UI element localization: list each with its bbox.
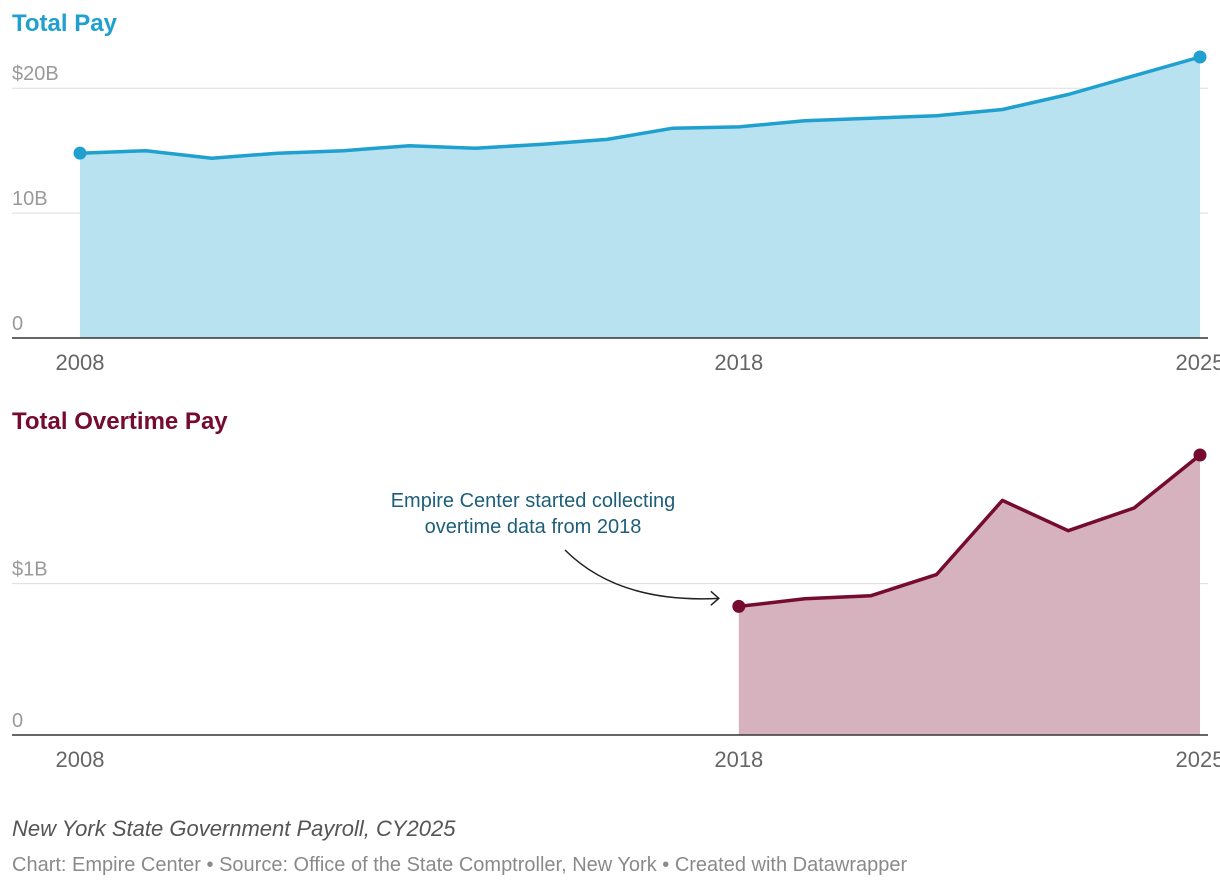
overtime-pay-endpoint xyxy=(732,599,746,613)
x-tick-label: 2008 xyxy=(56,350,105,375)
x-tick-label: 2025 xyxy=(1176,747,1220,772)
annotation-text: overtime data from 2018 xyxy=(425,516,642,538)
y-tick-label: 10B xyxy=(12,188,48,210)
y-tick-label: 0 xyxy=(12,710,23,732)
chart-note: New York State Government Payroll, CY202… xyxy=(12,816,456,841)
overtime-pay-area xyxy=(738,455,1200,735)
x-tick-label: 2025 xyxy=(1176,350,1220,375)
total-overtime-pay-chart: 0 $1B 2008 2018 2025 Empire Center started co… xyxy=(12,448,1220,772)
total-pay-title: Total Pay xyxy=(12,10,117,37)
y-tick-label: $1B xyxy=(12,559,48,581)
total-pay-endpoint xyxy=(73,146,87,160)
x-tick-label: 2018 xyxy=(714,747,763,772)
total-pay-chart: 0 10B $20B 2008 2018 2025 xyxy=(12,50,1220,375)
total-overtime-pay-title: Total Overtime Pay xyxy=(12,408,228,435)
y-tick-label: 0 xyxy=(12,313,23,335)
overtime-pay-endpoint xyxy=(1193,448,1207,462)
total-pay-area xyxy=(80,57,1200,338)
annotation-arrowhead xyxy=(710,590,720,606)
overtime-pay-line xyxy=(738,453,1202,609)
annotation-text: Empire Center started collecting xyxy=(391,490,676,512)
y-tick-label: $20B xyxy=(12,63,59,85)
x-tick-label: 2008 xyxy=(56,747,105,772)
chart-credit: Chart: Empire Center • Source: Office of… xyxy=(12,854,908,876)
total-pay-endpoint xyxy=(1193,50,1207,64)
annotation-arrow xyxy=(564,549,719,600)
x-tick-label: 2018 xyxy=(714,350,763,375)
total-pay-line xyxy=(79,55,1201,160)
